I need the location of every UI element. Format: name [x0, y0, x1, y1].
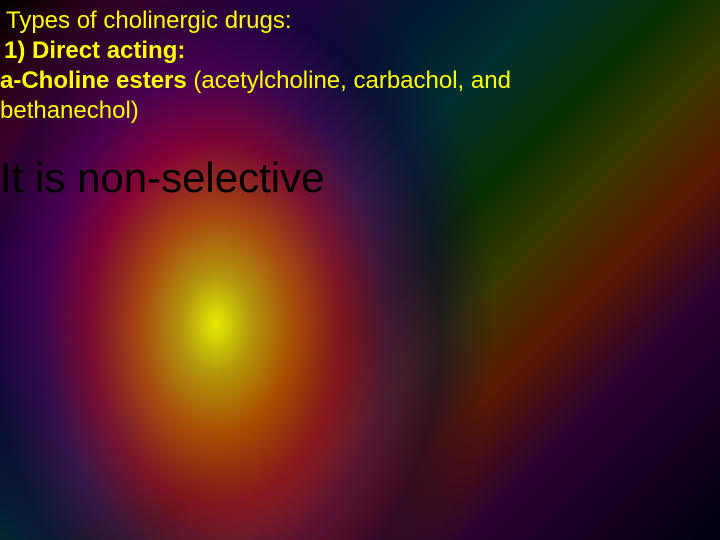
body-line-1-plain: (acetylcholine, carbachol, and [193, 67, 511, 94]
statement-text: It is non-selective [0, 152, 710, 205]
body-line-1-bold: a-Choline esters [0, 67, 193, 94]
body-line-1: a-Choline esters (acetylcholine, carbach… [0, 66, 710, 96]
slide-subheading: 1) Direct acting: [0, 36, 710, 66]
slide-background: Types of cholinergic drugs: 1) Direct ac… [0, 0, 720, 540]
slide-content: Types of cholinergic drugs: 1) Direct ac… [0, 4, 710, 205]
body-line-2: bethanechol) [0, 96, 710, 126]
slide-title: Types of cholinergic drugs: [0, 6, 710, 36]
